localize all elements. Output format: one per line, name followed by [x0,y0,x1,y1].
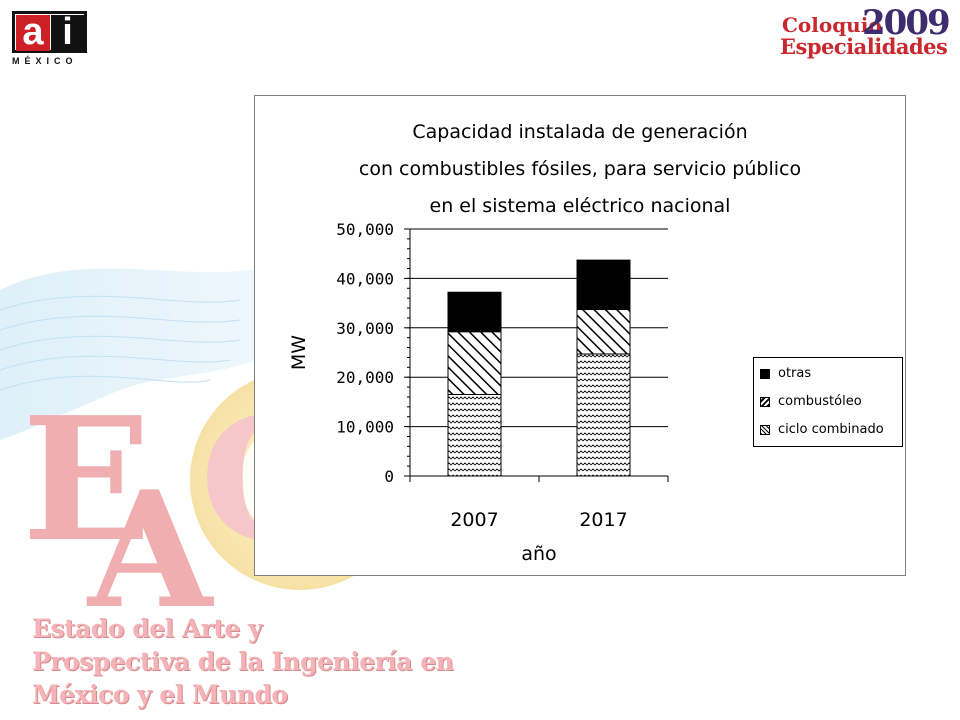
y-tick-label: 0 [384,467,394,486]
logo-letter-i: i [51,13,84,51]
event-subtitle-line: Prospectiva de la Ingeniería en [32,647,454,676]
bar-segment-combustóleo [576,309,631,355]
bar-segment-combustóleo [447,331,502,395]
legend-swatch [760,369,770,379]
legend-label: ciclo combinado [778,422,884,437]
legend-label: combustóleo [778,394,862,409]
bar-segment-ciclo-combinado [447,393,502,477]
y-tick-label: 50,000 [336,220,394,239]
coloquio-logo: Coloquio 2009 Especialidades [780,3,951,60]
especialidades-word: Especialidades [780,34,948,59]
bar-segment-ciclo-combinado [576,353,631,477]
y-tick-label: 40,000 [336,269,394,288]
coloquio-word: Coloquio [782,13,882,37]
chart-legend: otras combustóleo ciclo combinado [753,357,903,447]
chart-title-line: Capacidad instalada de generación [412,121,748,143]
legend-item: otras [760,365,900,385]
background-mesh-graphic [0,268,312,440]
bar-segment-otras [576,259,631,311]
event-subtitle-line: México y el Mundo [32,680,288,709]
legend-item: ciclo combinado [760,421,900,441]
x-category-label: 2007 [450,509,498,531]
event-subtitle-line: Estado del Arte y [32,614,263,643]
legend-swatch [760,425,770,435]
x-axis-label: año [521,543,556,565]
legend-swatch [760,397,770,407]
y-tick-label: 30,000 [336,319,394,338]
event-subtitle: Estado del Arte y Prospectiva de la Inge… [32,612,454,711]
logo-subtitle: MÉXICO [12,56,78,66]
legend-label: otras [778,366,812,381]
x-category-label: 2017 [579,509,627,531]
chart-title: Capacidad instalada de generación con co… [255,114,905,225]
background-letter-a: A [88,456,213,644]
coloquio-year: 2009 [862,3,951,43]
legend-item: combustóleo [760,393,900,413]
chart-title-line: con combustibles fósiles, para servicio … [358,158,802,180]
background-letter-e: E [22,380,152,580]
logo-letter-a: a [16,13,50,51]
y-tick-label: 20,000 [336,368,394,387]
ai-logo: a i [12,11,87,53]
y-tick-label: 10,000 [336,418,394,437]
bar-segment-otras [447,291,502,333]
chart-frame: Capacidad instalada de generación con co… [254,95,906,576]
chart-title-line: en el sistema eléctrico nacional [429,195,731,217]
chart-plot: 0 10,000 20,000 30,000 40,000 50,000 2007 2017 a… [288,220,669,565]
y-axis-label: MW [288,335,310,370]
